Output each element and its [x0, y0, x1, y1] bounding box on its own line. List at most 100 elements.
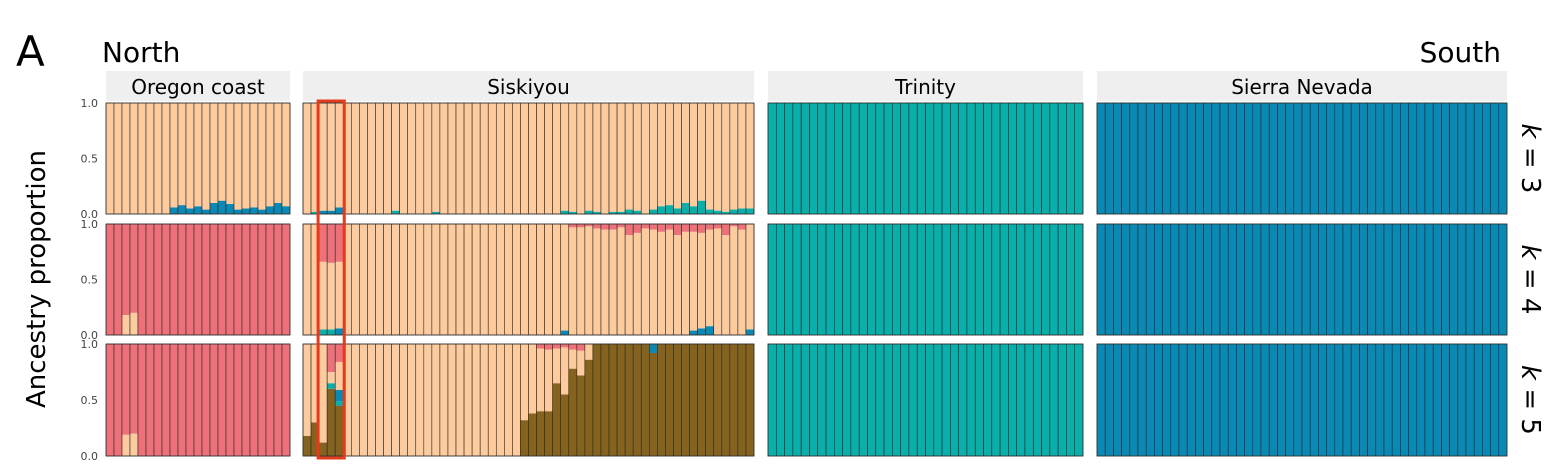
- bar-segment: [705, 229, 714, 327]
- panel-0-0: [105, 102, 291, 215]
- bar-segment: [488, 344, 497, 456]
- bar-segment: [729, 226, 738, 335]
- bar-segment: [407, 224, 416, 335]
- bar-segment: [1277, 224, 1286, 335]
- bar-segment: [335, 328, 344, 335]
- bar-segment: [1066, 344, 1075, 456]
- bar-segment: [528, 344, 537, 414]
- bar-segment: [859, 224, 868, 335]
- bar-segment: [1392, 344, 1401, 456]
- bar-segment: [657, 344, 666, 456]
- bar-segment: [1474, 344, 1483, 456]
- bar-segment: [768, 103, 777, 214]
- bar-segment: [900, 224, 909, 335]
- bar-segment: [520, 344, 529, 421]
- bar-segment: [1490, 224, 1499, 335]
- bar-segment: [1129, 103, 1138, 214]
- bar-segment: [146, 344, 154, 456]
- bar-segment: [1211, 103, 1220, 214]
- bar-segment: [218, 224, 226, 335]
- bar-segment: [705, 209, 714, 214]
- bar-segment: [114, 344, 122, 456]
- bar-segment: [383, 103, 392, 214]
- bar-segment: [745, 103, 754, 209]
- bar-segment: [1285, 344, 1294, 456]
- bar-segment: [681, 202, 690, 214]
- bar-segment: [649, 352, 658, 456]
- bar-segment: [399, 224, 408, 335]
- bar-segment: [282, 206, 290, 214]
- bar-segment: [975, 344, 984, 456]
- bar-segment: [1367, 103, 1376, 214]
- bar-segment: [335, 405, 344, 456]
- bar-segment: [834, 103, 843, 214]
- bar-segment: [1416, 103, 1425, 214]
- bar-segment: [226, 344, 234, 456]
- bar-segment: [933, 224, 943, 335]
- bar-segment: [552, 344, 561, 349]
- bar-segment: [784, 344, 793, 456]
- bar-segment: [1236, 224, 1245, 335]
- k-value: = 5: [1515, 380, 1545, 435]
- bar-segment: [1252, 224, 1261, 335]
- bar-segment: [1033, 344, 1042, 456]
- bar-segment: [335, 224, 344, 262]
- bar-segment: [576, 227, 585, 335]
- bar-segment: [560, 347, 569, 395]
- bar-segment: [633, 232, 642, 335]
- bar-segment: [1016, 103, 1025, 214]
- bar-segment: [1252, 103, 1261, 214]
- bar-segment: [1367, 224, 1376, 335]
- bar-segment: [1033, 103, 1042, 214]
- bar-segment: [303, 224, 312, 335]
- bar-segment: [266, 103, 274, 207]
- bar-segment: [1269, 224, 1278, 335]
- bar-segment: [991, 103, 1001, 214]
- y-tick-label: 0.5: [81, 153, 99, 166]
- bar-segment: [367, 224, 376, 335]
- bar-segment: [560, 344, 569, 348]
- bar-segment: [576, 350, 585, 376]
- bar-segment: [250, 207, 258, 214]
- bar-segment: [282, 224, 290, 335]
- bar-segment: [784, 224, 793, 335]
- bar-segment: [170, 207, 178, 214]
- bar-segment: [202, 103, 210, 210]
- bar-segment: [1310, 103, 1319, 214]
- bar-segment: [1105, 344, 1114, 456]
- bar-segment: [258, 344, 266, 456]
- bar-segment: [867, 344, 876, 456]
- bar-segment: [689, 330, 698, 335]
- bar-segment: [1277, 103, 1286, 214]
- bar-segment: [576, 344, 585, 351]
- bar-segment: [359, 103, 368, 214]
- bar-segment: [892, 103, 901, 214]
- bar-segment: [1392, 103, 1401, 214]
- bar-segment: [657, 231, 666, 335]
- bar-segment: [900, 103, 909, 214]
- bar-segment: [528, 224, 537, 335]
- bar-segment: [1285, 224, 1294, 335]
- bar-segment: [689, 103, 698, 207]
- bar-segment: [1359, 103, 1368, 214]
- bar-segment: [480, 224, 489, 335]
- bar-segment: [528, 413, 537, 456]
- bar-segment: [729, 344, 738, 456]
- bar-segment: [942, 103, 951, 214]
- bar-segment: [584, 224, 593, 227]
- bar-segment: [633, 344, 642, 456]
- bar-segment: [908, 224, 918, 335]
- k-value: = 4: [1515, 260, 1545, 315]
- panel-2-2: [767, 343, 1084, 457]
- bar-segment: [122, 315, 130, 335]
- bar-segment: [311, 103, 320, 212]
- bar-segment: [210, 224, 218, 335]
- bar-segment: [713, 103, 722, 211]
- bar-segment: [1154, 344, 1163, 456]
- plot-layer: Oregon coast Siskiyou Trinity Sierra Nevada…: [81, 71, 1545, 463]
- bar-segment: [776, 103, 785, 214]
- bar-segment: [729, 224, 738, 227]
- bar-segment: [1400, 224, 1409, 335]
- bar-segment: [480, 103, 489, 214]
- bar-segment: [327, 372, 336, 384]
